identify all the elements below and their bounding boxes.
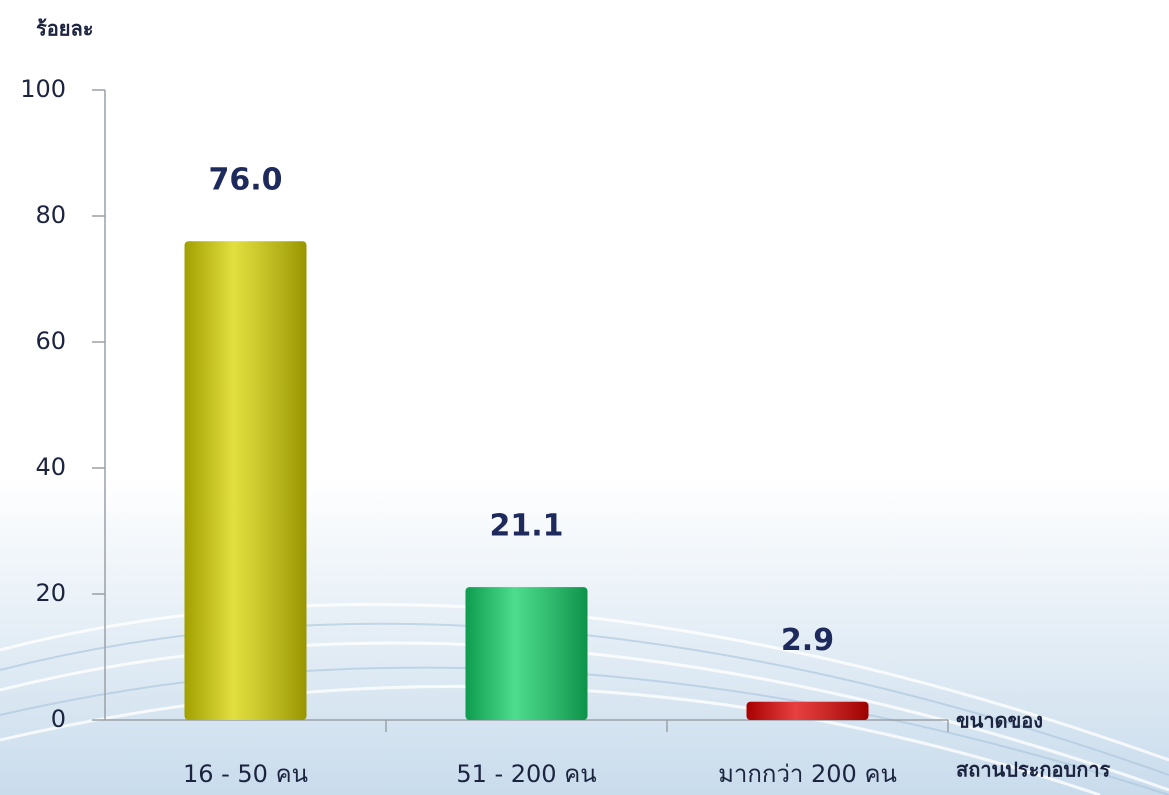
y-tick-label: 60 [35,327,66,355]
value-label: 76.0 [208,163,282,198]
x-axis-label: ขนาดของ [956,709,1043,733]
x-tick-label: มากกว่า 200 คน [718,760,897,788]
value-label: 21.1 [489,509,563,544]
bar-shade [184,241,307,720]
y-tick-label: 80 [35,201,66,229]
value-label: 2.9 [781,623,834,658]
x-tick-label: 51 - 200 คน [456,760,596,788]
bar-shade [465,587,588,720]
y-tick-label: 40 [35,453,66,481]
y-tick-label: 0 [51,705,66,733]
bar-shade [746,701,869,720]
x-axis-label: สถานประกอบการ [956,758,1111,782]
y-tick-label: 20 [35,579,66,607]
x-tick-label: 16 - 50 คน [183,760,308,788]
y-tick-label: 100 [20,75,66,103]
y-axis-label: ร้อยละ [36,17,93,41]
